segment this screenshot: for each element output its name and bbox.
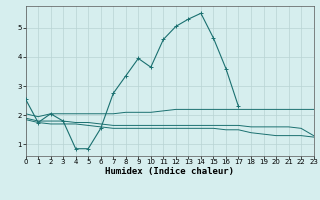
X-axis label: Humidex (Indice chaleur): Humidex (Indice chaleur) [105, 167, 234, 176]
